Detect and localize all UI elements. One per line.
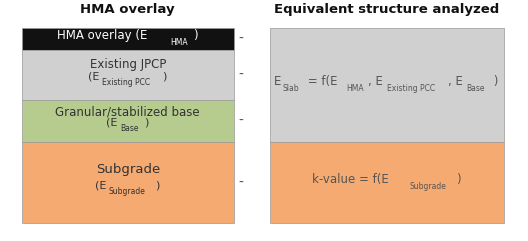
Text: Equivalent structure analyzed: Equivalent structure analyzed (275, 3, 499, 16)
Text: Existing JPCP: Existing JPCP (90, 58, 166, 71)
Text: HMA: HMA (346, 84, 364, 93)
Bar (270, 142, 504, 223)
Text: , E: , E (448, 75, 463, 88)
Text: Slab: Slab (283, 84, 299, 93)
Text: ): ) (163, 72, 167, 82)
Text: HMA: HMA (171, 38, 188, 47)
Text: k-value = f(E: k-value = f(E (313, 173, 389, 186)
Text: = f(E: = f(E (304, 75, 337, 88)
Text: ): ) (193, 29, 197, 42)
Bar (22, 28, 233, 50)
Text: (E: (E (88, 72, 99, 82)
Bar (270, 28, 504, 142)
Text: -: - (239, 68, 244, 82)
Text: Granular/stabilized base: Granular/stabilized base (55, 105, 200, 118)
Text: -: - (239, 32, 244, 46)
Text: HMA overlay (E: HMA overlay (E (57, 29, 147, 42)
Text: (E: (E (106, 118, 118, 128)
Text: Subgrade: Subgrade (409, 182, 446, 191)
Text: Base: Base (120, 124, 139, 133)
Text: Base: Base (467, 84, 485, 93)
Text: Existing PCC: Existing PCC (102, 78, 150, 87)
Text: Subgrade: Subgrade (96, 163, 160, 176)
Text: ): ) (490, 75, 498, 88)
Text: -: - (239, 176, 244, 190)
Text: ): ) (144, 118, 148, 128)
Text: -: - (239, 114, 244, 128)
Bar (22, 100, 233, 142)
Bar (22, 142, 233, 223)
Text: (E: (E (95, 181, 106, 191)
Text: ): ) (155, 181, 160, 191)
Text: E: E (274, 75, 281, 88)
Text: HMA overlay: HMA overlay (80, 3, 175, 16)
Text: , E: , E (369, 75, 383, 88)
Text: ): ) (456, 173, 460, 186)
Text: Existing PCC: Existing PCC (387, 84, 435, 93)
Text: Subgrade: Subgrade (109, 187, 146, 196)
Bar (22, 50, 233, 100)
